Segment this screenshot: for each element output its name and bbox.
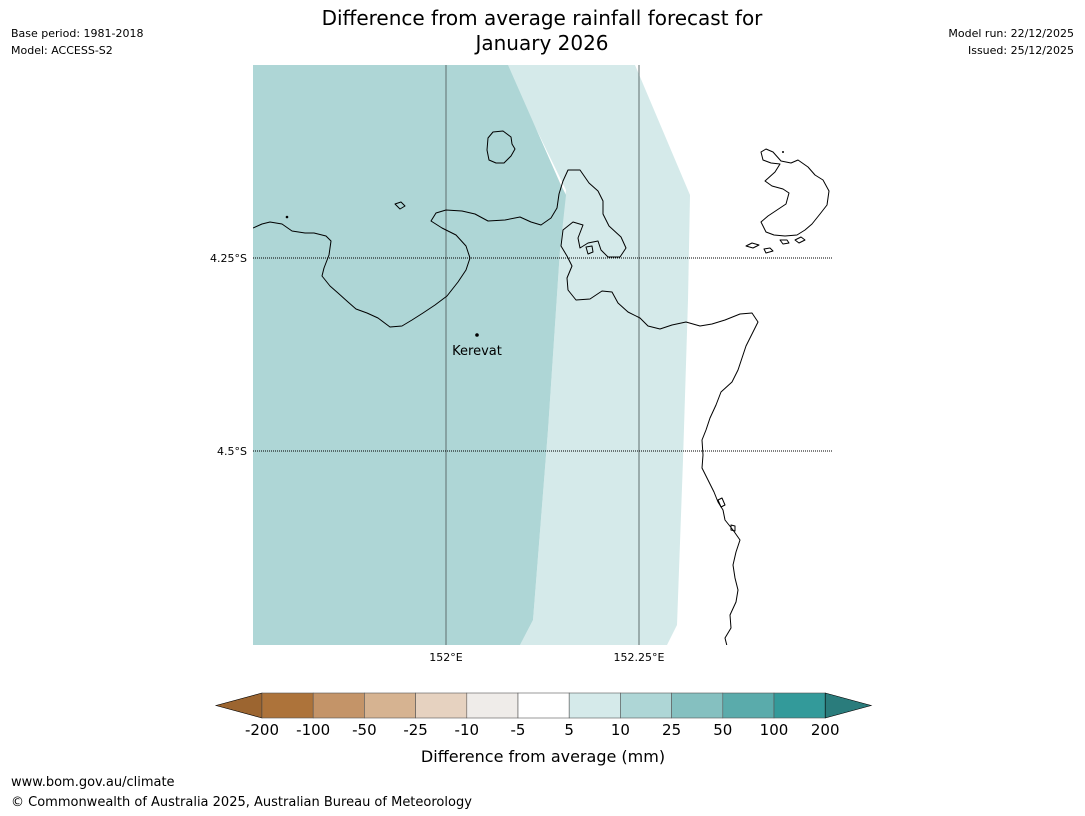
colorbar-bin — [620, 692, 672, 719]
coastline-islet-south — [717, 497, 726, 508]
colorbar-tick-label: -200 — [245, 721, 279, 739]
kerevat-label: Kerevat — [452, 344, 502, 359]
colorbar-tick-label: -5 — [511, 721, 526, 739]
coastline-duke-of-york — [760, 148, 830, 237]
colorbar-bin — [261, 692, 314, 719]
islet-dot-east — [782, 151, 784, 153]
colorbar: -200 -100 -50 -25 -10 -5 5 10 25 50 100 200 — [214, 692, 873, 739]
colorbar-bin — [364, 692, 416, 719]
coastline-gazelle-peninsula — [253, 169, 759, 645]
meta-right: Model run: 22/12/2025 Issued: 25/12/2025 — [948, 25, 1074, 59]
colorbar-extend-low — [214, 692, 263, 719]
model-run-text: Model run: 22/12/2025 — [948, 27, 1074, 40]
colorbar-bin — [517, 692, 570, 719]
lat-label-4-5s: 4.5°S — [217, 445, 247, 458]
model-text: Model: ACCESS-S2 — [11, 44, 113, 57]
issued-text: Issued: 25/12/2025 — [967, 44, 1074, 57]
colorbar-bin — [312, 692, 365, 719]
coastline-islet-east-3 — [779, 239, 790, 245]
coastline-islet-east-4 — [794, 236, 806, 244]
map-title: Difference from average rainfall forecas… — [242, 6, 842, 56]
rain-band-10-25 — [253, 65, 566, 645]
colorbar-tick-label: -50 — [352, 721, 377, 739]
coastline-islet-small — [394, 201, 406, 210]
coastline-islet-east-2 — [763, 247, 774, 254]
kerevat-marker[interactable] — [475, 333, 479, 337]
colorbar-bin — [671, 692, 724, 719]
lon-label-152e: 152°E — [429, 651, 462, 664]
lat-label-4-25s: 4.25°S — [210, 252, 247, 265]
coastline-islet-north — [486, 130, 516, 164]
colorbar-tick-label: 100 — [760, 721, 789, 739]
meta-left: Base period: 1981-2018 Model: ACCESS-S2 — [11, 25, 143, 59]
colorbar-tick-label: -10 — [455, 721, 480, 739]
colorbar-tick-label: 200 — [811, 721, 840, 739]
colorbar-bin — [773, 692, 826, 719]
colorbar-tick-label: 5 — [564, 721, 574, 739]
colorbar-extend-high — [824, 692, 873, 719]
colorbar-tick-label: 25 — [662, 721, 681, 739]
lon-label-152-25e: 152.25°E — [614, 651, 665, 664]
coastline-islet-inner — [585, 245, 594, 255]
colorbar-bin — [415, 692, 468, 719]
colorbar-tick-label: -100 — [296, 721, 330, 739]
footer-url[interactable]: www.bom.gov.au/climate — [11, 775, 175, 790]
title-line-1: Difference from average rainfall forecas… — [321, 6, 763, 30]
map-area[interactable] — [253, 65, 830, 646]
footer-copyright: © Commonwealth of Australia 2025, Austra… — [11, 795, 472, 810]
colorbar-bin — [722, 692, 775, 719]
colorbar-bin — [466, 692, 519, 719]
colorbar-tick-label: -25 — [403, 721, 428, 739]
colorbar-bin — [568, 692, 621, 719]
base-period-text: Base period: 1981-2018 — [11, 27, 144, 40]
colorbar-tick-label: 50 — [713, 721, 732, 739]
colorbar-tick-label: 10 — [611, 721, 630, 739]
colorbar-title: Difference from average (mm) — [421, 747, 665, 766]
rain-band-5-10 — [505, 65, 690, 645]
coastline-islet-east-1 — [745, 242, 760, 249]
title-line-2: January 2026 — [475, 31, 609, 55]
islet-dot-west — [285, 215, 289, 219]
coastline-islet-south-2 — [730, 524, 736, 532]
